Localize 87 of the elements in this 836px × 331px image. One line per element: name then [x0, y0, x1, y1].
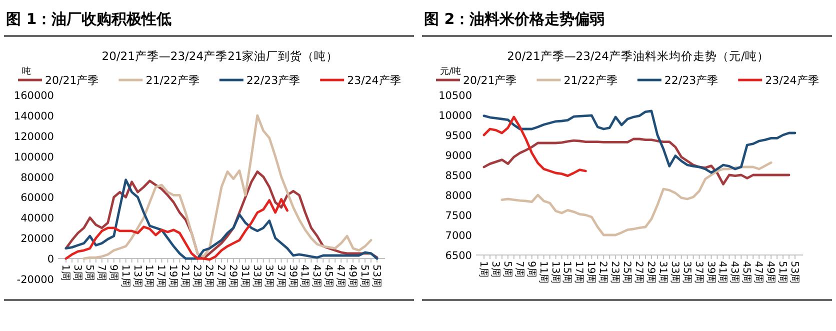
x-tick-label: 35周: [680, 261, 692, 284]
x-tick-label: 1周: [60, 264, 70, 281]
x-tick-label: 53周: [370, 264, 382, 288]
legend-label: 22/23产季: [664, 74, 718, 87]
x-tick-label: 21周: [179, 264, 190, 288]
y-tick-label: 10000: [438, 110, 472, 122]
y-tick-label: 140000: [14, 110, 54, 122]
x-tick-label: 17周: [573, 261, 584, 284]
legend-label: 23/24产季: [765, 74, 819, 87]
y-tick-label: 40000: [20, 212, 54, 225]
y-tick-label: 7000: [445, 230, 472, 242]
x-tick-label: 27周: [633, 261, 644, 284]
y-tick-label: 10500: [438, 90, 472, 102]
y-tick-label: 8500: [445, 170, 472, 182]
x-tick-label: 27周: [215, 264, 226, 288]
x-tick-label: 15周: [561, 261, 572, 284]
y-tick-label: 160000: [14, 90, 54, 102]
y-tick-label: 20000: [20, 233, 54, 246]
x-tick-label: 41周: [298, 264, 310, 288]
x-tick-label: 49周: [764, 261, 776, 284]
x-tick-label: 43周: [310, 264, 322, 288]
x-tick-label: 25周: [621, 261, 632, 284]
x-tick-label: 41周: [716, 261, 728, 284]
x-tick-label: 33周: [250, 264, 262, 288]
x-tick-label: 45周: [740, 261, 752, 284]
x-tick-label: 39周: [286, 264, 298, 288]
y-tick-label: 60000: [20, 192, 54, 204]
x-tick-label: 21周: [597, 261, 608, 284]
y-axis-title: 元/吨: [440, 66, 462, 77]
x-tick-label: 25周: [203, 264, 214, 288]
x-tick-label: 47周: [334, 264, 346, 288]
y-tick-label: 9000: [445, 150, 472, 162]
legend-label: 21/22产季: [146, 74, 200, 87]
y-tick-label: 120000: [14, 130, 54, 143]
legend-label: 21/22产季: [564, 74, 618, 87]
x-tick-label: 13周: [549, 261, 560, 284]
y-tick-label: 9500: [445, 130, 472, 142]
x-tick-label: 11周: [119, 264, 130, 288]
x-tick-label: 43周: [728, 261, 740, 284]
x-tick-label: 17周: [155, 264, 166, 288]
chart-subtitle: 20/21产季—23/24产季21家油厂到货（吨）: [102, 49, 338, 63]
chart-title: 图 1：油厂收购积极性低: [6, 10, 172, 28]
x-tick-label: 7周: [95, 264, 106, 281]
legend-label: 22/23产季: [246, 74, 300, 87]
x-tick-label: 15周: [143, 264, 154, 288]
x-tick-label: 9周: [107, 264, 118, 281]
legend-label: 23/24产季: [347, 74, 401, 87]
x-tick-label: 35周: [262, 264, 274, 288]
x-tick-label: 3周: [489, 261, 500, 278]
y-tick-label: 7500: [445, 210, 472, 222]
x-tick-label: 13周: [131, 264, 142, 288]
x-tick-label: 51周: [776, 261, 788, 284]
x-tick-label: 11周: [537, 261, 548, 284]
x-tick-label: 3周: [71, 264, 82, 281]
x-tick-label: 39周: [704, 261, 716, 284]
y-tick-label: 80000: [20, 172, 54, 184]
x-tick-label: 37周: [274, 264, 286, 288]
x-tick-label: 5周: [501, 261, 512, 278]
x-tick-label: 37周: [692, 261, 704, 284]
legend-label: 20/21产季: [463, 74, 517, 87]
x-tick-label: 29周: [226, 264, 238, 288]
x-tick-label: 1周: [478, 261, 488, 278]
chart-title: 图 2：油料米价格走势偏弱: [424, 10, 605, 28]
y-tick-label: 6500: [445, 250, 472, 262]
x-tick-label: 19周: [167, 264, 178, 288]
x-tick-label: 7周: [513, 261, 524, 278]
x-tick-label: 29周: [644, 261, 656, 284]
y-tick-label: 0: [47, 254, 54, 266]
x-tick-label: 19周: [585, 261, 596, 284]
x-tick-label: 23周: [609, 261, 620, 284]
y-tick-label: -20000: [16, 274, 54, 286]
x-tick-label: 53周: [788, 261, 800, 284]
x-tick-label: 31周: [238, 264, 250, 288]
x-tick-label: 31周: [656, 261, 668, 284]
x-tick-label: 49周: [346, 264, 358, 288]
chart-subtitle: 20/21产季—23/24产季油料米均价走势（元/吨）: [507, 49, 769, 63]
x-tick-label: 45周: [322, 264, 334, 288]
x-tick-label: 5周: [83, 264, 94, 281]
x-tick-label: 51周: [358, 264, 370, 288]
y-axis-title: 吨: [22, 66, 31, 77]
x-tick-label: 9周: [525, 261, 536, 278]
x-tick-label: 47周: [752, 261, 764, 284]
x-tick-label: 23周: [191, 264, 202, 288]
legend-label: 20/21产季: [45, 74, 99, 87]
y-tick-label: 8000: [445, 190, 472, 202]
x-tick-label: 33周: [668, 261, 680, 284]
y-tick-label: 100000: [14, 151, 54, 164]
